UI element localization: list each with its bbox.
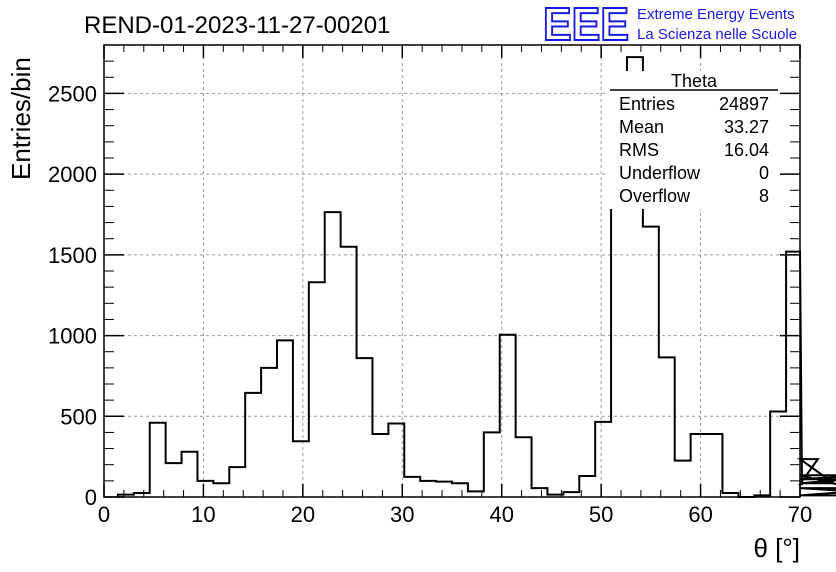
x-tick-label: 70 (788, 502, 812, 527)
histogram-bin (595, 422, 611, 497)
histogram-bin (500, 335, 516, 497)
y-tick-label: 2000 (48, 162, 97, 187)
stats-value-rms: 16.04 (724, 140, 769, 160)
histogram-bin (675, 461, 691, 497)
histogram-bin (245, 393, 261, 497)
y-tick-label: 1000 (48, 324, 97, 349)
x-axis-title: θ [°] (753, 533, 800, 563)
eee-logo: EEE Extreme Energy Events La Scienza nel… (542, 0, 797, 51)
y-tick-label: 0 (85, 485, 97, 510)
histogram-bin (166, 463, 182, 497)
stats-value-entries: 24897 (719, 94, 769, 114)
stats-label-mean: Mean (619, 117, 664, 137)
histogram-bin (404, 477, 420, 497)
grid-lines (104, 45, 800, 497)
stats-label-underflow: Underflow (619, 163, 701, 183)
plot-frame (103, 44, 801, 498)
stats-value-overflow: 8 (759, 186, 769, 206)
stats-value-underflow: 0 (759, 163, 769, 183)
histogram-bin (341, 247, 357, 497)
x-tick-label: 50 (589, 502, 613, 527)
histogram-bin (484, 432, 500, 497)
histogram-bin (579, 476, 595, 497)
logo-line-1: Extreme Energy Events (637, 6, 795, 23)
histogram-bin (150, 423, 166, 497)
histogram-bin (293, 441, 309, 497)
x-tick-label: 20 (291, 502, 315, 527)
histogram-bin (786, 252, 800, 497)
histogram-bin (436, 482, 452, 497)
y-tick-label: 500 (60, 404, 97, 429)
histogram-outline (116, 56, 836, 498)
histogram-bin (325, 212, 341, 497)
histogram-bin (357, 358, 373, 497)
histogram-bin (659, 357, 675, 497)
x-tick-label: 30 (390, 502, 414, 527)
histogram-bin (707, 434, 723, 497)
x-tick-labels: 0 10 20 30 40 50 60 70 (98, 502, 812, 527)
histogram-bin (452, 483, 468, 497)
x-tick-label: 0 (98, 502, 110, 527)
histogram-bin (197, 481, 213, 497)
stats-box-title: Theta (671, 71, 718, 91)
histogram-bin (643, 227, 659, 497)
histogram-bin (420, 481, 436, 497)
y-tick-labels: 0 500 1000 1500 2000 2500 (48, 81, 97, 510)
eee-logo-mark: EEE (543, 0, 629, 50)
histogram-bin (277, 340, 293, 497)
x-tick-label: 10 (191, 502, 215, 527)
stats-label-rms: RMS (619, 140, 659, 160)
logo-line-2: La Scienza nelle Scuole (637, 26, 797, 43)
y-axis-title: Entries/bin (6, 57, 36, 180)
histogram-bin (229, 467, 245, 497)
stats-box-background (608, 71, 780, 209)
chart-title: REND-01-2023-11-27-00201 (84, 12, 390, 39)
stats-label-entries: Entries (619, 94, 675, 114)
histogram-bin (182, 452, 198, 497)
histogram-bin (532, 488, 548, 497)
x-tick-label: 60 (688, 502, 712, 527)
histogram-bin (770, 411, 786, 497)
histogram-bin (691, 434, 707, 497)
x-tick-label: 40 (489, 502, 513, 527)
y-tick-label: 2500 (48, 81, 97, 106)
histogram-bin (388, 424, 404, 497)
histogram-bin (261, 368, 277, 497)
stats-value-mean: 33.27 (724, 117, 769, 137)
histogram-bin (213, 483, 229, 497)
stats-box: Theta Entries 24897 Mean 33.27 RMS 16.04… (608, 71, 780, 209)
y-tick-label: 1500 (48, 243, 97, 268)
stats-label-overflow: Overflow (619, 186, 691, 206)
histogram-bin (516, 437, 532, 497)
histogram-bin (309, 282, 325, 497)
histogram-bin (372, 434, 388, 497)
histogram-bin (468, 491, 484, 497)
